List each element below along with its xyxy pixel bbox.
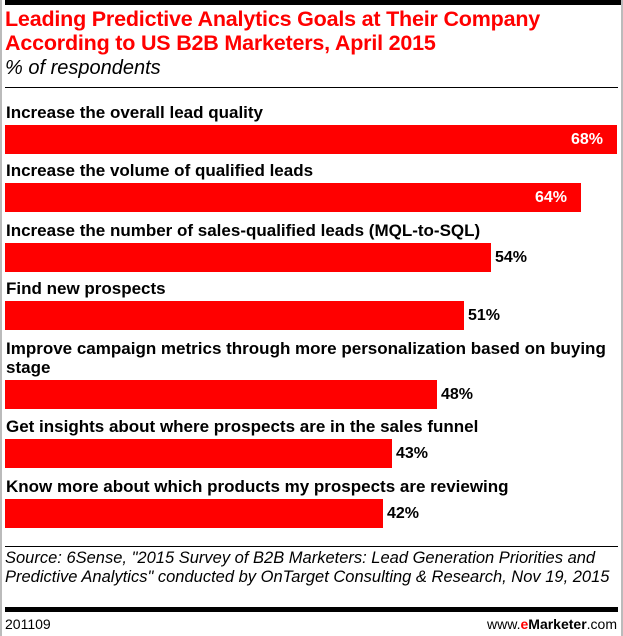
- left-border: [0, 0, 2, 636]
- data-label: 54%: [495, 249, 528, 266]
- data-label: 64%: [535, 189, 568, 206]
- data-label: 48%: [441, 386, 474, 403]
- bar-label: Increase the number of sales-qualified l…: [6, 221, 481, 240]
- bar: [5, 380, 437, 409]
- bar-label: Improve campaign metrics through more pe…: [6, 339, 606, 377]
- bar: [5, 125, 617, 154]
- chart-code: 201109: [5, 616, 51, 632]
- top-bar: [5, 0, 621, 5]
- bar-label: Increase the overall lead quality: [6, 103, 264, 122]
- bar: [5, 183, 581, 212]
- brand-name: Marketer: [528, 616, 587, 632]
- data-label: 42%: [387, 505, 420, 522]
- data-label: 51%: [468, 307, 501, 324]
- bar: [5, 301, 464, 330]
- brand-logo: www.eMarketer.com: [487, 616, 617, 632]
- bar: [5, 499, 383, 528]
- brand-suffix: .com: [586, 616, 617, 632]
- footer-rule: [5, 546, 618, 547]
- chart-subtitle: % of respondents: [5, 57, 161, 79]
- bar-label: Get insights about where prospects are i…: [6, 417, 479, 436]
- brand-e: e: [520, 616, 529, 632]
- right-border: [621, 0, 623, 636]
- bar-label: Know more about which products my prospe…: [6, 477, 509, 496]
- data-label: 68%: [571, 131, 604, 148]
- data-label: 43%: [396, 445, 429, 462]
- bar-label: Find new prospects: [6, 279, 166, 298]
- bar: [5, 439, 392, 468]
- footer-thick-rule: [5, 607, 618, 612]
- brand-prefix: www.: [487, 616, 521, 632]
- bar: [5, 243, 491, 272]
- header-rule: [5, 87, 618, 88]
- chart-title: Leading Predictive Analytics Goals at Th…: [5, 7, 541, 55]
- source-note: Source: 6Sense, "2015 Survey of B2B Mark…: [5, 549, 610, 586]
- bar-label: Increase the volume of qualified leads: [6, 161, 314, 180]
